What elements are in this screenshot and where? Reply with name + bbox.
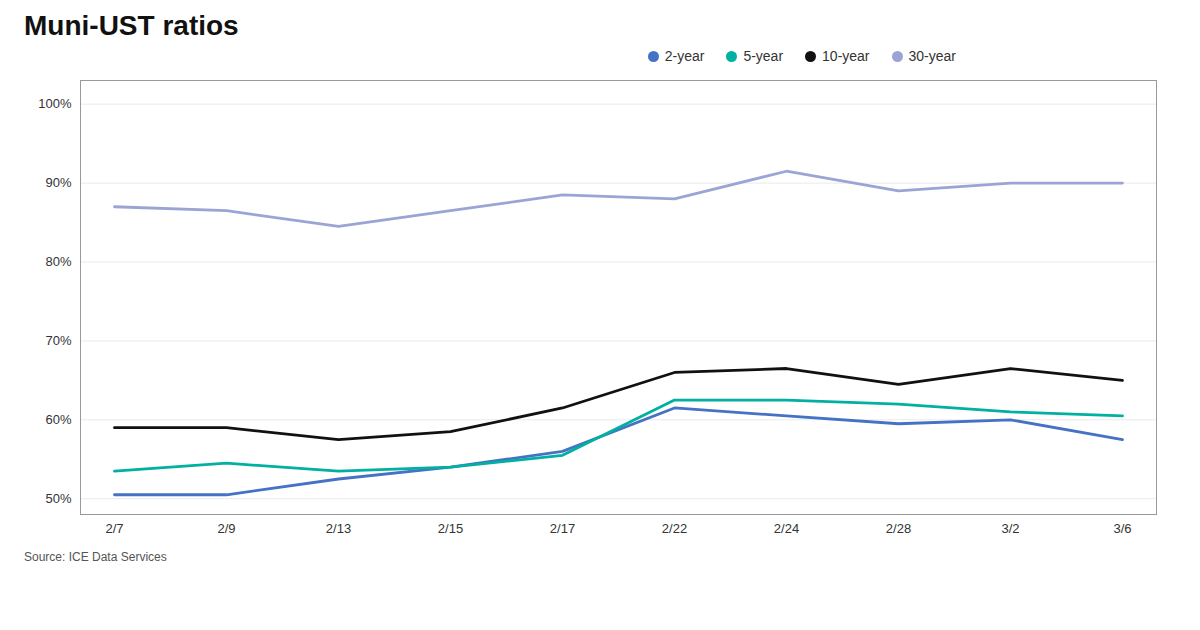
html-text:Muni-UST ratios: Muni-UST ratios [24, 10, 239, 41]
svg-text:60%: 60% [45, 412, 71, 427]
svg-text:50%: 50% [45, 491, 71, 506]
html-text:10-year: 10-year [822, 48, 870, 64]
html-text:2-year: 2-year [664, 48, 705, 64]
html-text:Source: ICE Data Services: Source: ICE Data Services [24, 550, 167, 564]
svg-text:90%: 90% [45, 175, 71, 190]
svg-text:2/15: 2/15 [438, 521, 463, 536]
svg-text:80%: 80% [45, 254, 71, 269]
html-text:5-year: 5-year [743, 48, 784, 64]
svg-text:3/6: 3/6 [1113, 521, 1131, 536]
svg-text:100%: 100% [38, 96, 72, 111]
svg-text:2/24: 2/24 [774, 521, 799, 536]
svg-text:2/17: 2/17 [550, 521, 575, 536]
svg-text:2/22: 2/22 [662, 521, 687, 536]
svg-text:2/7: 2/7 [105, 521, 123, 536]
html-text:30-year: 30-year [908, 48, 956, 64]
svg-text:2/28: 2/28 [886, 521, 911, 536]
svg-text:2/9: 2/9 [217, 521, 235, 536]
svg-text:3/2: 3/2 [1001, 521, 1019, 536]
svg-text:70%: 70% [45, 333, 71, 348]
svg-text:2/13: 2/13 [326, 521, 351, 536]
